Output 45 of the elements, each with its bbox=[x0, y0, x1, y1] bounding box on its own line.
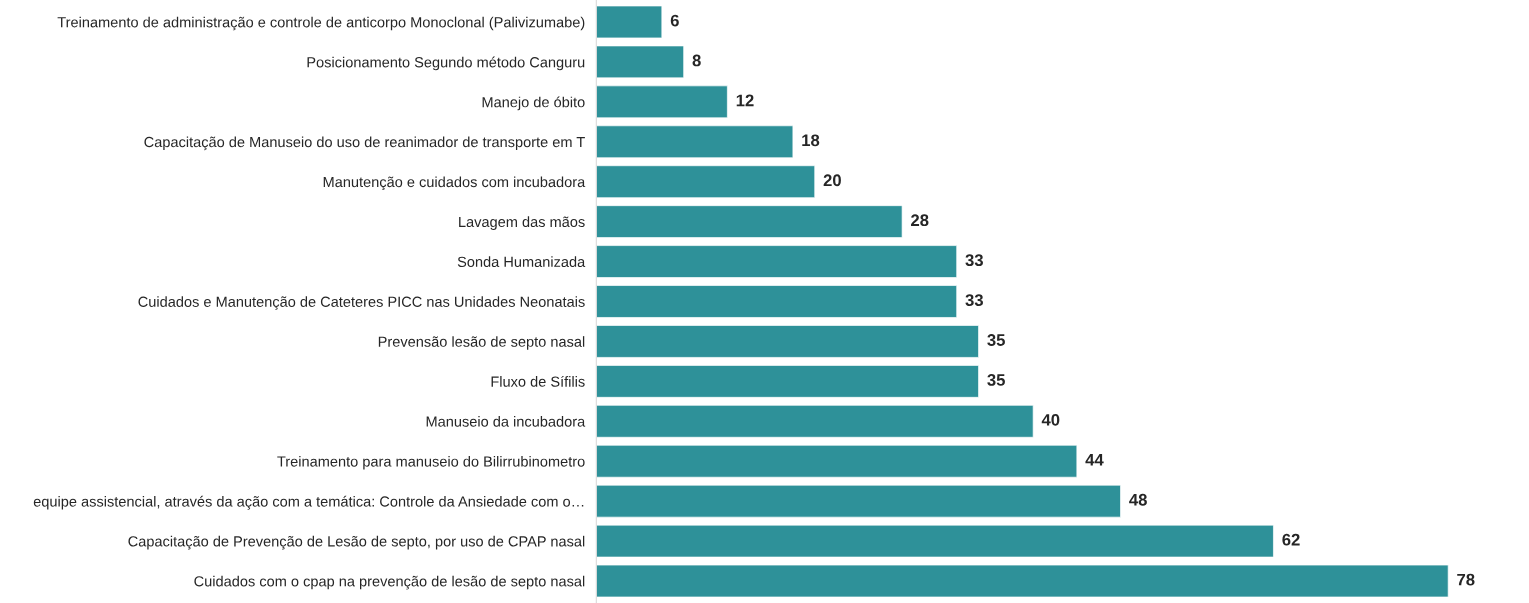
y-tick-label: Posicionamento Segundo método Canguru bbox=[307, 56, 585, 71]
bar bbox=[596, 125, 794, 159]
data-label: 35 bbox=[987, 334, 1005, 346]
bar bbox=[596, 365, 979, 398]
bar bbox=[596, 564, 1449, 598]
bar bbox=[596, 165, 816, 199]
bar bbox=[596, 325, 979, 358]
y-tick-label: Sonda Humanizada bbox=[457, 256, 586, 267]
y-tick-label: Manutenção e cuidados com incubadora bbox=[323, 176, 586, 191]
data-label: 35 bbox=[987, 374, 1005, 386]
bar bbox=[596, 205, 903, 238]
bar bbox=[596, 45, 685, 79]
data-label: 48 bbox=[1129, 493, 1147, 506]
y-tick-label: Capacitação de Prevenção de Lesão de septo, por uso de CPAP nasal bbox=[128, 535, 585, 550]
data-label: 40 bbox=[1041, 413, 1060, 426]
y-tick-label: Prevensão lesão de septo nasal bbox=[378, 336, 585, 350]
bar bbox=[596, 85, 728, 119]
data-label: 44 bbox=[1085, 454, 1104, 466]
bar bbox=[596, 285, 958, 318]
bar bbox=[596, 524, 1274, 558]
y-tick-label: Cuidados e Manutenção de Cateteres PICC nas Unidades Neonatais bbox=[138, 296, 585, 310]
y-tick-label: Lavagem das mãos bbox=[459, 216, 585, 230]
y-tick-label: Cuidados com o cpap na prevenção de lesão de septo nasal bbox=[194, 575, 585, 590]
y-tick-label: Capacitação de Manuseio do uso de reanimador de transporte em T bbox=[144, 136, 585, 151]
y-tick-label: Treinamento para manuseio do Bilirrubinometro bbox=[277, 455, 585, 470]
data-label: 18 bbox=[802, 134, 820, 147]
data-label: 28 bbox=[911, 214, 929, 227]
data-label: 78 bbox=[1457, 573, 1475, 586]
bar bbox=[596, 404, 1034, 438]
y-tick-label: Manejo de óbito bbox=[482, 96, 585, 111]
bar bbox=[596, 444, 1078, 478]
y-tick-label: Manuseio da incubadora bbox=[426, 416, 586, 427]
y-tick-label: equipe assistencial, através da ação com a temática: Controle da Ansiedade com o… bbox=[33, 495, 584, 510]
data-label: 62 bbox=[1282, 533, 1300, 546]
data-label: 20 bbox=[823, 174, 841, 187]
data-label: 12 bbox=[736, 94, 754, 107]
y-tick-label: Treinamento de administração e controle de anticorpo Monoclonal (Palivizumabe) bbox=[57, 16, 585, 31]
data-label: 6 bbox=[670, 14, 679, 27]
data-label: 33 bbox=[965, 294, 983, 306]
data-label: 33 bbox=[965, 254, 983, 267]
data-label: 8 bbox=[692, 54, 701, 67]
y-tick-label: Fluxo de Sífilis bbox=[491, 375, 585, 387]
bar bbox=[596, 245, 958, 278]
bar bbox=[596, 484, 1121, 518]
bar bbox=[596, 5, 663, 39]
